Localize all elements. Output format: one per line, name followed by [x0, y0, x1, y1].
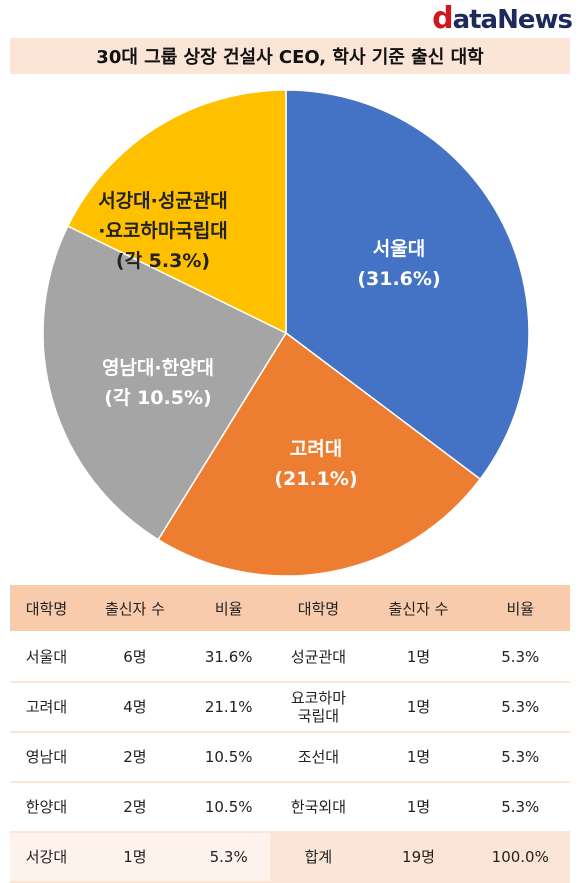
table-cell: 1명: [366, 632, 471, 683]
table-cell: 서울대: [10, 632, 83, 683]
slice-label-2: 영남대·한양대 (각 10.5%): [102, 357, 214, 409]
table-cell: 10.5%: [186, 732, 271, 783]
pie-slice-3: [66, 89, 287, 335]
table-cell: 한국외대: [270, 782, 367, 833]
chart-title: 30대 그룹 상장 건설사 CEO, 학사 기준 출신 대학: [10, 38, 570, 74]
table-cell: 1명: [366, 732, 471, 783]
table-row: 서강대 1명 5.3% 합계 19명 100.0%: [10, 832, 570, 883]
table-cell: 5.3%: [470, 632, 570, 683]
pie-slice-1: [157, 331, 482, 577]
table-cell: 한양대: [10, 782, 83, 833]
pie-chart: 서울대 (31.6%) 고려대 (21.1%) 영남대·한양대 (각 10.5%) 서강대·…: [0, 80, 580, 580]
table-cell: 5.3%: [470, 782, 570, 833]
table-cell: 성균관대: [270, 632, 367, 683]
table-cell: 31.6%: [186, 632, 271, 683]
table-cell: 6명: [82, 632, 187, 683]
slice-label-0: 서울대 (31.6%): [357, 238, 440, 290]
table-row: 서울대 6명 31.6% 성균관대 1명 5.3%: [10, 632, 570, 683]
table-cell: 2명: [82, 782, 187, 833]
table-cell: 1명: [366, 682, 471, 733]
slice-label-3: 서강대·성균관대 ·요코하마국립대 (각 5.3%): [98, 190, 228, 272]
slice-label-1: 고려대 (21.1%): [274, 438, 357, 490]
table-cell: 4명: [82, 682, 187, 733]
datanews-logo: dataNews: [432, 1, 573, 36]
table-cell: 합계: [270, 832, 367, 883]
table-cell: 영남대: [10, 732, 83, 783]
table-row: 영남대 2명 10.5% 조선대 1명 5.3%: [10, 732, 570, 783]
table-cell: 5.3%: [470, 732, 570, 783]
table-cell: 5.3%: [186, 832, 271, 883]
table-cell: 2명: [82, 732, 187, 783]
table-cell: 5.3%: [470, 682, 570, 733]
table-cell: 요코하마 국립대: [270, 682, 367, 733]
header-count-2: 출신자 수: [366, 585, 471, 633]
table-cell: 조선대: [270, 732, 367, 783]
table-cell: 10.5%: [186, 782, 271, 833]
table-cell: 서강대: [10, 832, 83, 883]
header-university-2: 대학명: [270, 585, 367, 633]
table-cell: 1명: [366, 782, 471, 833]
table-cell: 100.0%: [470, 832, 570, 883]
table-header-row: 대학명 출신자 수 비율 대학명 출신자 수 비율: [10, 585, 570, 633]
table-cell: 21.1%: [186, 682, 271, 733]
table-row: 고려대 4명 21.1% 요코하마 국립대 1명 5.3%: [10, 682, 570, 733]
table-row: 한양대 2명 10.5% 한국외대 1명 5.3%: [10, 782, 570, 833]
pie-slice-2: [42, 225, 288, 541]
pie-chart-svg: 서울대 (31.6%) 고려대 (21.1%) 영남대·한양대 (각 10.5%) 서강대·…: [42, 89, 530, 577]
table-cell: 19명: [366, 832, 471, 883]
header-count-1: 출신자 수: [82, 585, 187, 633]
university-table: 대학명 출신자 수 비율 대학명 출신자 수 비율 서울대 6명 31.6% 성균관대…: [10, 585, 570, 883]
header-ratio-2: 비율: [470, 585, 570, 633]
pie-slice-0: [285, 89, 530, 481]
table-cell: 고려대: [10, 682, 83, 733]
header-ratio-1: 비율: [186, 585, 271, 633]
table-cell: 1명: [82, 832, 187, 883]
header-university-1: 대학명: [10, 585, 83, 633]
